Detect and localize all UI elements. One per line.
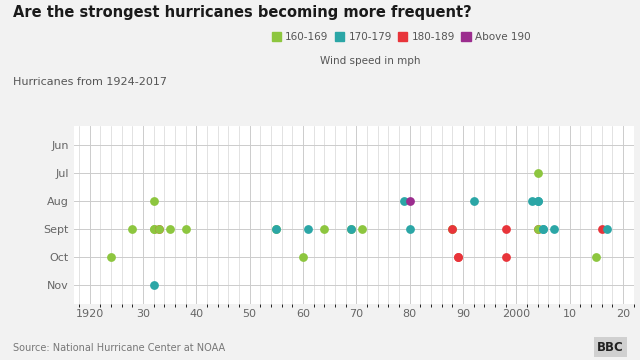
- Point: [532, 226, 543, 232]
- Point: [538, 226, 548, 232]
- Point: [399, 198, 410, 204]
- Point: [148, 226, 159, 232]
- Point: [602, 226, 612, 232]
- Point: [303, 226, 314, 232]
- Point: [548, 226, 559, 232]
- Point: [527, 198, 538, 204]
- Point: [538, 226, 548, 232]
- Point: [356, 226, 367, 232]
- Point: [148, 198, 159, 204]
- Point: [298, 254, 308, 260]
- Point: [404, 226, 415, 232]
- Point: [404, 198, 415, 204]
- Text: Are the strongest hurricanes becoming more frequent?: Are the strongest hurricanes becoming mo…: [13, 5, 472, 21]
- Point: [154, 226, 164, 232]
- Text: Wind speed in mph: Wind speed in mph: [320, 56, 420, 66]
- Point: [180, 226, 191, 232]
- Point: [532, 170, 543, 176]
- Point: [447, 226, 458, 232]
- Point: [271, 226, 282, 232]
- Point: [452, 254, 463, 260]
- Legend: 160-169, 170-179, 180-189, Above 190: 160-169, 170-179, 180-189, Above 190: [268, 28, 534, 46]
- Point: [127, 226, 138, 232]
- Point: [346, 226, 356, 232]
- Point: [447, 226, 458, 232]
- Text: Source: National Hurricane Center at NOAA: Source: National Hurricane Center at NOA…: [13, 343, 225, 353]
- Point: [468, 198, 479, 204]
- Point: [532, 226, 543, 232]
- Point: [148, 282, 159, 288]
- Point: [500, 226, 511, 232]
- Point: [346, 226, 356, 232]
- Text: BBC: BBC: [597, 341, 624, 354]
- Point: [591, 254, 602, 260]
- Point: [106, 254, 116, 260]
- Point: [271, 226, 282, 232]
- Point: [532, 198, 543, 204]
- Point: [164, 226, 175, 232]
- Point: [500, 254, 511, 260]
- Point: [148, 226, 159, 232]
- Point: [532, 198, 543, 204]
- Point: [319, 226, 330, 232]
- Point: [154, 226, 164, 232]
- Point: [452, 254, 463, 260]
- Point: [596, 226, 607, 232]
- Text: Hurricanes from 1924-2017: Hurricanes from 1924-2017: [13, 77, 167, 87]
